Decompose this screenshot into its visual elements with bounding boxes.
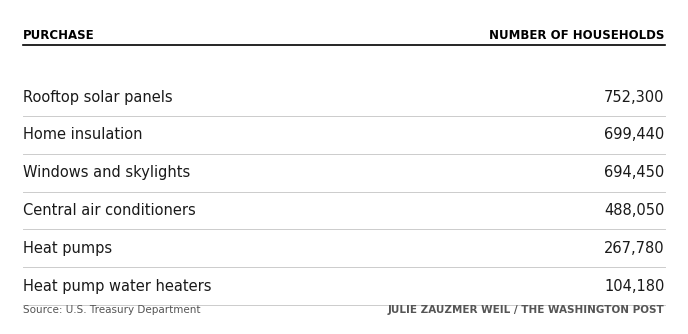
Text: 104,180: 104,180 bbox=[604, 279, 665, 294]
Text: 694,450: 694,450 bbox=[605, 165, 665, 180]
Text: JULIE ZAUZMER WEIL / THE WASHINGTON POST: JULIE ZAUZMER WEIL / THE WASHINGTON POST bbox=[388, 305, 665, 315]
Text: Source: U.S. Treasury Department: Source: U.S. Treasury Department bbox=[23, 305, 201, 315]
Text: Rooftop solar panels: Rooftop solar panels bbox=[23, 90, 173, 105]
Text: 699,440: 699,440 bbox=[605, 128, 665, 143]
Text: Central air conditioners: Central air conditioners bbox=[23, 203, 196, 218]
Text: 752,300: 752,300 bbox=[604, 90, 665, 105]
Text: Home insulation: Home insulation bbox=[23, 128, 142, 143]
Text: Windows and skylights: Windows and skylights bbox=[23, 165, 191, 180]
Text: 488,050: 488,050 bbox=[604, 203, 665, 218]
Text: 267,780: 267,780 bbox=[604, 241, 665, 256]
Text: Heat pump water heaters: Heat pump water heaters bbox=[23, 279, 212, 294]
Text: NUMBER OF HOUSEHOLDS: NUMBER OF HOUSEHOLDS bbox=[489, 29, 665, 42]
Text: Heat pumps: Heat pumps bbox=[23, 241, 112, 256]
Text: PURCHASE: PURCHASE bbox=[23, 29, 95, 42]
